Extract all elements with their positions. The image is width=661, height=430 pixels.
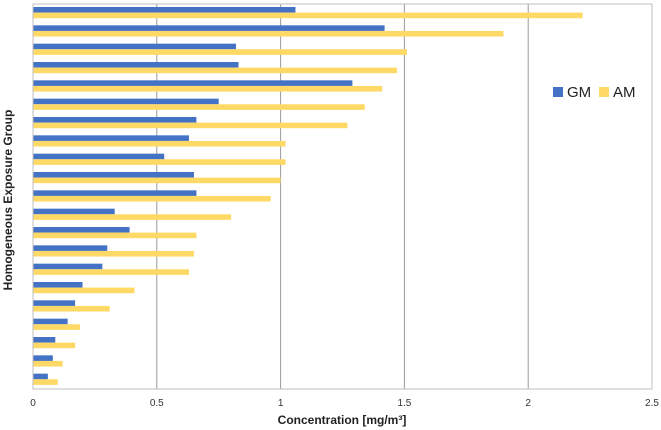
legend-label-am: AM (613, 84, 636, 101)
bar-am (33, 122, 348, 129)
bars (33, 7, 583, 385)
bar-gm (33, 190, 197, 196)
bar-gm (33, 62, 239, 68)
x-tick-label: 0 (30, 398, 36, 409)
bar-gm (33, 172, 194, 178)
bar-gm (33, 208, 115, 215)
bar-gm (33, 373, 48, 380)
bar-gm (33, 7, 296, 13)
bar-am (33, 360, 63, 367)
bar-gm (33, 355, 53, 361)
bar-gm (33, 337, 56, 343)
legend: GM AM (553, 84, 636, 101)
bar-gm (33, 117, 197, 123)
bar-gm (33, 282, 83, 288)
bar-am (33, 342, 76, 349)
x-tick-label: 0.5 (150, 398, 164, 409)
legend-swatch-am (599, 87, 609, 97)
bar-gm (33, 245, 108, 251)
bar-am (33, 250, 194, 257)
bar-gm (33, 135, 189, 141)
bar-am (33, 232, 197, 239)
bar-am (33, 177, 281, 184)
plot-frame (32, 3, 653, 390)
bar-am (33, 30, 504, 37)
bar-am (33, 195, 271, 202)
x-axis-title: Concentration [mg/m³] (278, 413, 407, 427)
bar-gm (33, 43, 237, 50)
bar-am (33, 305, 110, 312)
bar-am (33, 12, 583, 19)
bar-gm (33, 318, 68, 325)
bar-am (33, 287, 135, 294)
x-tick-label: 1 (278, 398, 284, 409)
x-tick-label: 1.5 (397, 398, 411, 409)
legend-swatch-gm (553, 87, 563, 97)
bar-gm (33, 80, 353, 86)
bar-am (33, 379, 58, 385)
bar-gm (33, 300, 76, 306)
bar-am (33, 85, 383, 92)
bar-gm (33, 98, 219, 105)
bar-gm (33, 227, 130, 233)
legend-label-gm: GM (567, 84, 591, 101)
bar-am (33, 104, 365, 110)
bar-am (33, 269, 189, 275)
bar-gm (33, 25, 385, 31)
x-tick-label: 2 (525, 398, 531, 409)
bar-am (33, 324, 81, 330)
bar-am (33, 49, 407, 55)
x-tick-labels: 0 0.5 1 1.5 2 2.5 (30, 398, 659, 409)
bar-am (33, 159, 286, 165)
bar-gm (33, 263, 103, 270)
bar-am (33, 67, 397, 74)
axes (32, 3, 653, 390)
bar-gm (33, 153, 165, 160)
x-tick-label: 2.5 (645, 398, 659, 409)
bar-am (33, 140, 286, 147)
y-axis-title: Homogeneous Exposure Group (1, 110, 15, 291)
bar-am (33, 214, 232, 220)
